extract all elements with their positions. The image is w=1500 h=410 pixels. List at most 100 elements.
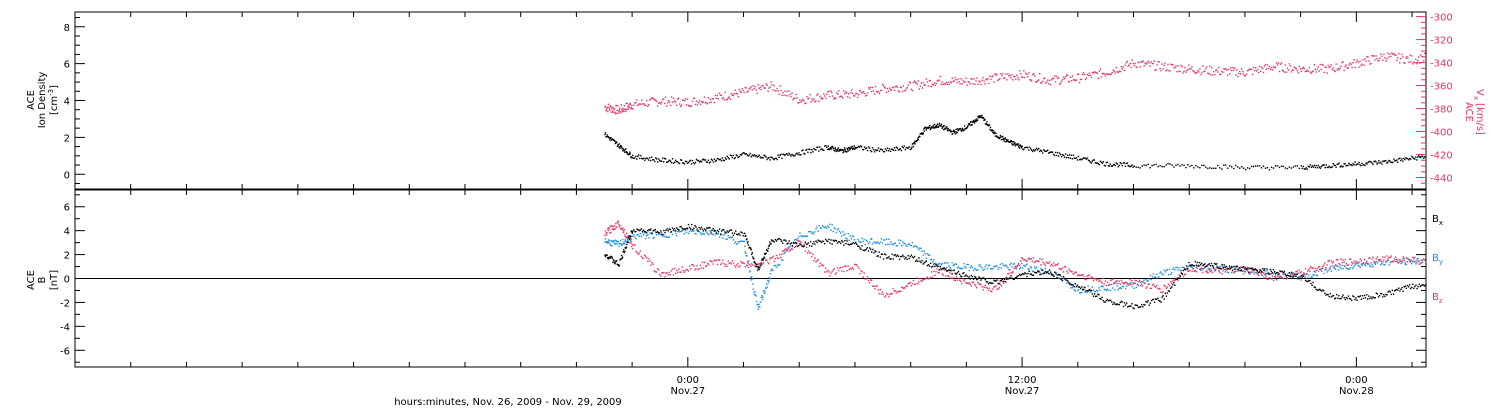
density-point <box>647 157 649 160</box>
top-right-label-sym: V <box>1474 89 1485 96</box>
density-point <box>980 116 983 119</box>
by-point <box>788 246 790 248</box>
density-point <box>854 148 856 150</box>
density-point <box>1029 146 1031 148</box>
by-point <box>1326 271 1328 273</box>
top-right-tick-label: -380 <box>1430 105 1453 116</box>
bz-point <box>1136 284 1139 286</box>
velocity-point <box>671 101 674 103</box>
bz-point <box>942 274 945 277</box>
bz-point <box>971 281 974 283</box>
by-point <box>1196 265 1199 267</box>
density-point <box>882 151 885 153</box>
velocity-point <box>1078 81 1081 84</box>
by-point <box>928 254 931 256</box>
velocity-point <box>787 95 789 97</box>
velocity-point <box>702 101 705 103</box>
bx-point <box>901 255 903 258</box>
bx-point <box>1001 278 1004 280</box>
by-point <box>1009 264 1011 266</box>
bx-point <box>934 265 936 268</box>
density-point <box>1058 152 1061 154</box>
bx-point <box>1244 267 1247 269</box>
density-point <box>997 136 1000 138</box>
by-point <box>747 262 749 264</box>
velocity-point <box>1248 68 1251 70</box>
density-point <box>1116 163 1118 165</box>
velocity-point <box>1301 67 1303 70</box>
velocity-point <box>1273 66 1276 69</box>
density-point <box>1189 165 1191 168</box>
density-point <box>847 148 849 151</box>
velocity-point <box>1367 56 1369 58</box>
density-point <box>728 158 730 160</box>
density-point <box>1084 157 1087 160</box>
velocity-point <box>1082 72 1085 74</box>
by-point <box>1378 260 1381 262</box>
velocity-point <box>976 77 978 79</box>
density-point <box>625 151 627 153</box>
density-point <box>639 157 641 160</box>
bz-point <box>921 280 923 282</box>
bx-point <box>776 239 779 241</box>
density-point <box>1239 167 1241 169</box>
by-point <box>1207 267 1209 270</box>
by-point <box>987 265 990 267</box>
velocity-point <box>695 100 698 102</box>
bz-point <box>1116 280 1118 282</box>
bz-point <box>608 227 610 229</box>
by-point <box>853 239 856 241</box>
bx-point <box>941 267 944 270</box>
by-point <box>733 242 736 244</box>
bx-point <box>652 230 654 232</box>
velocity-point <box>1165 70 1167 72</box>
by-point <box>770 270 772 272</box>
by-point <box>1126 285 1128 287</box>
density-point <box>1009 141 1012 143</box>
velocity-point <box>941 81 943 83</box>
velocity-point <box>980 83 982 86</box>
bz-point <box>813 260 815 262</box>
density-point <box>1364 164 1366 167</box>
by-point <box>1402 258 1404 260</box>
bx-point <box>964 275 966 277</box>
bx-point <box>1195 264 1198 266</box>
bx-point <box>847 243 849 245</box>
density-point <box>1034 150 1036 152</box>
bx-point <box>880 253 883 255</box>
velocity-point <box>709 98 712 101</box>
by-point <box>1253 273 1255 275</box>
velocity-point <box>628 104 630 106</box>
by-point <box>1154 276 1157 278</box>
bx-point <box>1286 274 1289 277</box>
velocity-point <box>1088 72 1091 74</box>
bz-point <box>843 270 845 273</box>
bx-point <box>1270 270 1273 272</box>
velocity-point <box>623 110 625 113</box>
bz-point <box>979 283 981 286</box>
bz-point <box>1218 269 1220 272</box>
bx-point <box>620 258 622 260</box>
velocity-point <box>1001 74 1003 77</box>
bx-point <box>1018 273 1021 276</box>
by-point <box>797 237 799 240</box>
bx-point <box>1368 295 1370 297</box>
density-point <box>981 114 983 117</box>
by-point <box>1015 267 1018 270</box>
density-point <box>1091 160 1094 162</box>
density-point <box>984 119 986 121</box>
density-point <box>911 146 913 148</box>
velocity-point <box>768 87 770 89</box>
by-point <box>870 238 872 240</box>
by-point <box>934 262 936 265</box>
bz-point <box>1148 283 1150 286</box>
density-point <box>1125 162 1127 164</box>
bz-point <box>1413 257 1415 260</box>
bz-point <box>1149 287 1151 289</box>
density-point <box>771 156 773 159</box>
by-point <box>630 238 632 240</box>
bx-point <box>767 250 769 252</box>
bx-point <box>760 265 762 267</box>
velocity-point <box>871 86 874 89</box>
density-point <box>1076 159 1079 161</box>
